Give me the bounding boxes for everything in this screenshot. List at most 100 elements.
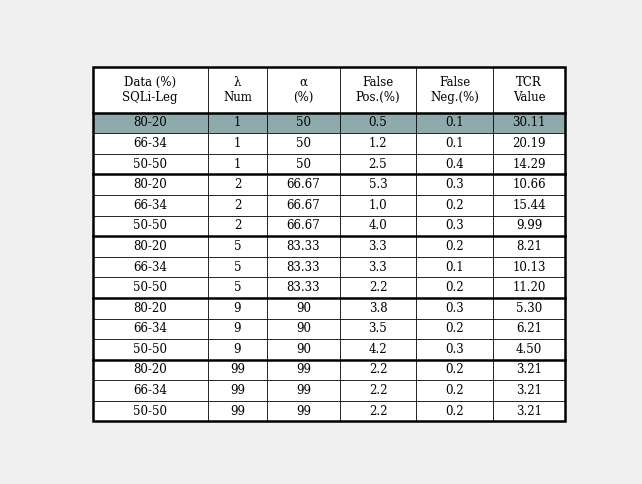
- Text: 66-34: 66-34: [133, 137, 167, 150]
- Bar: [493, 174, 566, 195]
- Text: 50-50: 50-50: [133, 219, 167, 232]
- Bar: [267, 154, 340, 174]
- Text: 66.67: 66.67: [286, 178, 320, 191]
- Text: 3.3: 3.3: [369, 260, 387, 273]
- Bar: [92, 236, 207, 257]
- Text: 10.13: 10.13: [512, 260, 546, 273]
- Bar: [493, 133, 566, 154]
- Text: 5: 5: [234, 260, 241, 273]
- Text: 5.3: 5.3: [369, 178, 387, 191]
- Bar: [267, 236, 340, 257]
- Bar: [340, 215, 416, 236]
- Text: 3.3: 3.3: [369, 240, 387, 253]
- Bar: [416, 298, 493, 318]
- Text: 1: 1: [234, 158, 241, 171]
- Bar: [267, 257, 340, 277]
- Text: 50-50: 50-50: [133, 343, 167, 356]
- Bar: [267, 339, 340, 360]
- Bar: [493, 113, 566, 133]
- Text: Data (%)
SQLi-Leg: Data (%) SQLi-Leg: [123, 76, 178, 104]
- Bar: [416, 236, 493, 257]
- Bar: [416, 113, 493, 133]
- Text: 5: 5: [234, 281, 241, 294]
- Text: 0.3: 0.3: [446, 178, 464, 191]
- Text: 80-20: 80-20: [134, 363, 167, 377]
- Text: 0.1: 0.1: [446, 117, 464, 130]
- Bar: [493, 401, 566, 422]
- Bar: [340, 113, 416, 133]
- Text: 1.2: 1.2: [369, 137, 387, 150]
- Bar: [92, 113, 207, 133]
- Text: 30.11: 30.11: [512, 117, 546, 130]
- Text: 2: 2: [234, 199, 241, 212]
- Bar: [207, 195, 267, 215]
- Text: 11.20: 11.20: [512, 281, 546, 294]
- Text: 0.2: 0.2: [446, 281, 464, 294]
- Text: 2.2: 2.2: [369, 384, 387, 397]
- Text: 2.2: 2.2: [369, 281, 387, 294]
- Text: 90: 90: [296, 343, 311, 356]
- Bar: [493, 257, 566, 277]
- Text: 50-50: 50-50: [133, 281, 167, 294]
- Bar: [340, 174, 416, 195]
- Bar: [267, 277, 340, 298]
- Bar: [493, 339, 566, 360]
- Bar: [92, 67, 207, 113]
- Bar: [207, 277, 267, 298]
- Text: False
Neg.(%): False Neg.(%): [430, 76, 479, 104]
- Text: 50-50: 50-50: [133, 405, 167, 418]
- Text: 2.5: 2.5: [369, 158, 387, 171]
- Bar: [267, 215, 340, 236]
- Text: 3.21: 3.21: [516, 363, 542, 377]
- Bar: [416, 133, 493, 154]
- Text: 80-20: 80-20: [134, 178, 167, 191]
- Bar: [340, 298, 416, 318]
- Text: 50: 50: [296, 137, 311, 150]
- Bar: [493, 380, 566, 401]
- Bar: [207, 236, 267, 257]
- Bar: [92, 380, 207, 401]
- Bar: [493, 298, 566, 318]
- Bar: [416, 174, 493, 195]
- Bar: [207, 154, 267, 174]
- Text: 0.3: 0.3: [446, 219, 464, 232]
- Bar: [92, 215, 207, 236]
- Text: 1.0: 1.0: [369, 199, 387, 212]
- Text: 9.99: 9.99: [516, 219, 542, 232]
- Text: 4.50: 4.50: [516, 343, 542, 356]
- Bar: [416, 380, 493, 401]
- Text: 0.2: 0.2: [446, 363, 464, 377]
- Text: 2: 2: [234, 219, 241, 232]
- Text: 0.5: 0.5: [369, 117, 387, 130]
- Text: 10.66: 10.66: [512, 178, 546, 191]
- Text: 83.33: 83.33: [287, 240, 320, 253]
- Bar: [92, 195, 207, 215]
- Bar: [493, 318, 566, 339]
- Bar: [267, 113, 340, 133]
- Bar: [416, 154, 493, 174]
- Bar: [92, 360, 207, 380]
- Text: 90: 90: [296, 302, 311, 315]
- Bar: [207, 257, 267, 277]
- Text: 0.1: 0.1: [446, 137, 464, 150]
- Text: 66.67: 66.67: [286, 199, 320, 212]
- Text: 9: 9: [234, 302, 241, 315]
- Text: 0.2: 0.2: [446, 199, 464, 212]
- Text: 15.44: 15.44: [512, 199, 546, 212]
- Bar: [267, 360, 340, 380]
- Text: 90: 90: [296, 322, 311, 335]
- Text: 14.29: 14.29: [512, 158, 546, 171]
- Text: 0.2: 0.2: [446, 405, 464, 418]
- Bar: [493, 236, 566, 257]
- Bar: [340, 154, 416, 174]
- Text: 80-20: 80-20: [134, 240, 167, 253]
- Text: 0.1: 0.1: [446, 260, 464, 273]
- Text: 66.67: 66.67: [286, 219, 320, 232]
- Text: 2: 2: [234, 178, 241, 191]
- Bar: [207, 133, 267, 154]
- Text: 0.3: 0.3: [446, 343, 464, 356]
- Bar: [207, 339, 267, 360]
- Text: 1: 1: [234, 117, 241, 130]
- Bar: [92, 174, 207, 195]
- Bar: [267, 195, 340, 215]
